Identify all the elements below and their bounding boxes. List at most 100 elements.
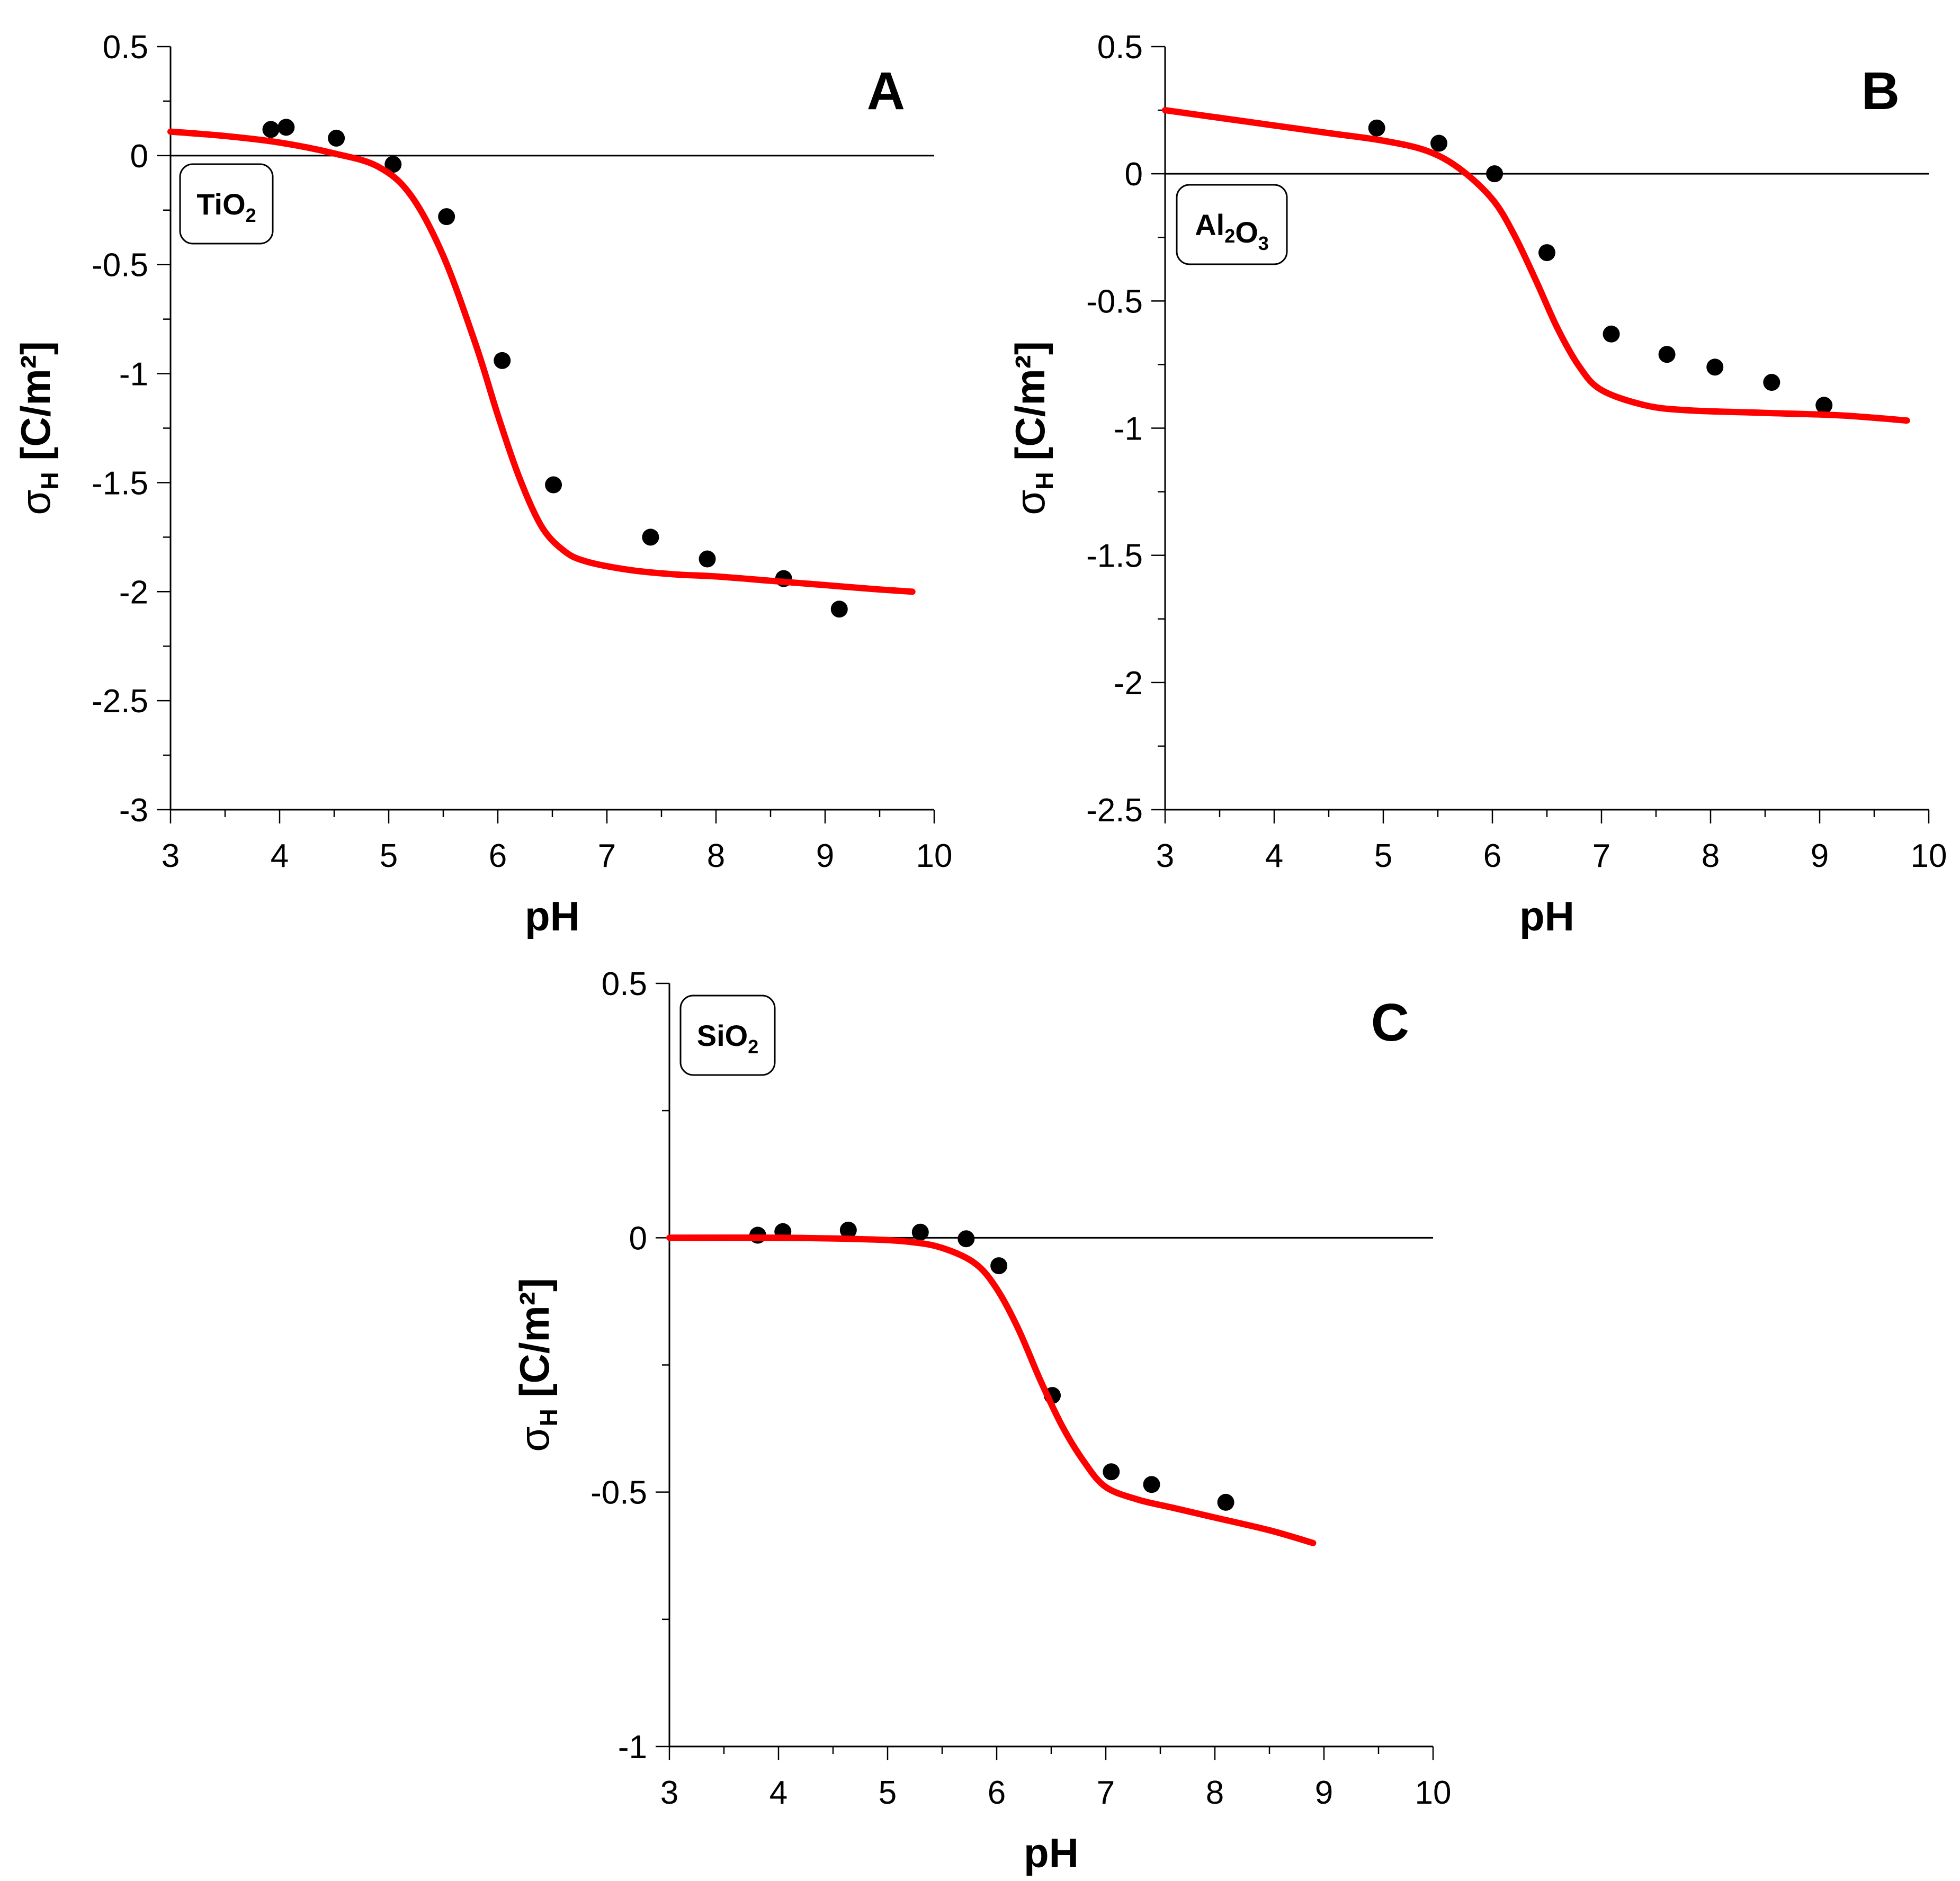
x-tick-label: 5: [380, 838, 398, 874]
x-axis-title: pH: [525, 893, 580, 939]
y-axis-unit: [C/m²]: [511, 1278, 558, 1409]
data-point: [1763, 374, 1780, 391]
material-label-base: TiO: [196, 187, 245, 221]
y-tick-label: -1.5: [92, 465, 148, 501]
material-label-box: [679, 995, 776, 1076]
y-tick-label: 0.5: [103, 29, 148, 66]
x-tick-label: 8: [1206, 1775, 1224, 1811]
x-tick-label: 7: [598, 838, 616, 874]
y-tick-label: -1: [618, 1729, 647, 1766]
chart-panel-b: 0.5 0 -0.5 -1 -1.5 -2 -2.5 3 4 5 6 7 8 9 10 pH σH [C/m²]…: [1007, 29, 1947, 939]
material-label-sub: 2: [246, 204, 256, 226]
y-axis-sigma: σ: [12, 490, 59, 515]
chart-panel-a: 0.5 0 -0.5 -1 -1.5 -2 -2.5 -3 3 4 5 6 7 8 9 10 pH σH [C/m…: [12, 29, 952, 939]
y-tick-label: 0: [130, 138, 148, 175]
y-axis-unit: [C/m²]: [1007, 341, 1053, 472]
x-tick-label: 7: [1097, 1775, 1115, 1811]
x-tick-label: 3: [660, 1775, 678, 1811]
chart-panel-c: 0.5 0 -0.5 -1 3 4 5 6 7 8 9 10 pH σH [C/m²] C SiO2: [511, 966, 1451, 1876]
y-tick-label: -1: [1114, 411, 1143, 447]
x-tick-label: 4: [1265, 838, 1283, 874]
x-tick-label: 5: [1374, 838, 1392, 874]
data-point: [642, 529, 659, 546]
y-axis-subscript: H: [36, 472, 64, 489]
data-point: [1368, 119, 1385, 137]
data-point: [384, 156, 402, 173]
data-point: [545, 476, 562, 494]
y-tick-label: -0.5: [92, 247, 148, 284]
x-tick-label: 8: [1702, 838, 1720, 874]
y-tick-label: 0.5: [1097, 29, 1143, 66]
material-label-box: [179, 163, 274, 245]
data-point: [839, 1221, 857, 1239]
data-point: [262, 121, 280, 138]
y-axis-sigma: σ: [1007, 490, 1053, 515]
data-point: [1658, 346, 1676, 363]
y-tick-label: 0.5: [602, 966, 647, 1002]
x-tick-label: 4: [769, 1775, 787, 1811]
material-label: Al2O3: [1195, 208, 1269, 254]
x-tick-label: 3: [162, 838, 180, 874]
x-axis-title: pH: [1519, 893, 1574, 939]
data-point: [1103, 1463, 1120, 1481]
y-tick-label: -0.5: [1086, 283, 1143, 320]
x-tick-label: 3: [1156, 838, 1174, 874]
data-point: [911, 1223, 929, 1241]
y-tick-label: -2.5: [1086, 792, 1143, 829]
data-point: [1486, 165, 1503, 183]
material-label-sub: 2: [1224, 225, 1235, 247]
x-tick-label: 9: [816, 838, 834, 874]
model-curve: [167, 128, 916, 595]
x-tick-label: 10: [1911, 838, 1947, 874]
y-tick-label: -2.5: [92, 683, 148, 720]
y-tick-label: 0: [629, 1220, 647, 1257]
x-tick-label: 10: [916, 838, 953, 874]
x-tick-label: 4: [271, 838, 289, 874]
material-label-base: SiO: [697, 1019, 748, 1052]
x-tick-label: 5: [879, 1775, 897, 1811]
data-point: [1603, 325, 1620, 343]
y-axis-subscript: H: [535, 1409, 562, 1426]
data-point: [1143, 1476, 1160, 1493]
data-point: [1815, 397, 1833, 414]
data-point: [494, 352, 511, 369]
material-label-base: O: [1235, 216, 1258, 249]
x-tick-label: 8: [707, 838, 725, 874]
y-axis-unit: [C/m²]: [12, 341, 59, 472]
panel-letter-a: A: [867, 61, 905, 121]
data-point: [990, 1257, 1008, 1275]
model-curve: [1162, 107, 1910, 424]
panel-letter-b: B: [1861, 61, 1900, 121]
material-label-base: Al: [1195, 208, 1224, 241]
model-curve: [666, 1234, 1317, 1546]
data-point: [1706, 359, 1724, 376]
data-point: [699, 550, 716, 568]
x-tick-label: 10: [1415, 1775, 1452, 1811]
y-tick-label: -1: [119, 356, 148, 393]
material-label-sub: 2: [748, 1036, 758, 1058]
y-axis-title: σH [C/m²]: [511, 1278, 562, 1452]
x-tick-label: 7: [1592, 838, 1610, 874]
y-axis-sigma: σ: [511, 1427, 558, 1452]
x-tick-label: 6: [1483, 838, 1501, 874]
material-label-box: [1176, 184, 1288, 265]
y-tick-label: 0: [1125, 156, 1143, 193]
data-point: [1217, 1493, 1234, 1511]
panel-letter-c: C: [1371, 993, 1409, 1052]
data-point: [1538, 244, 1555, 262]
data-point: [830, 601, 848, 618]
data-point: [1430, 135, 1448, 152]
data-point: [278, 119, 295, 136]
y-tick-label: -2: [1114, 665, 1143, 702]
x-tick-label: 9: [1315, 1775, 1333, 1811]
data-point: [438, 208, 455, 226]
y-axis-title: σH [C/m²]: [1007, 341, 1058, 515]
material-label: SiO2: [697, 1019, 759, 1058]
y-tick-label: -3: [119, 792, 148, 829]
material-label: TiO2: [196, 187, 256, 226]
y-axis-subscript: H: [1031, 472, 1058, 489]
y-axis-title: σH [C/m²]: [12, 341, 64, 515]
material-label-sub: 3: [1258, 232, 1269, 254]
y-tick-label: -2: [119, 574, 148, 611]
